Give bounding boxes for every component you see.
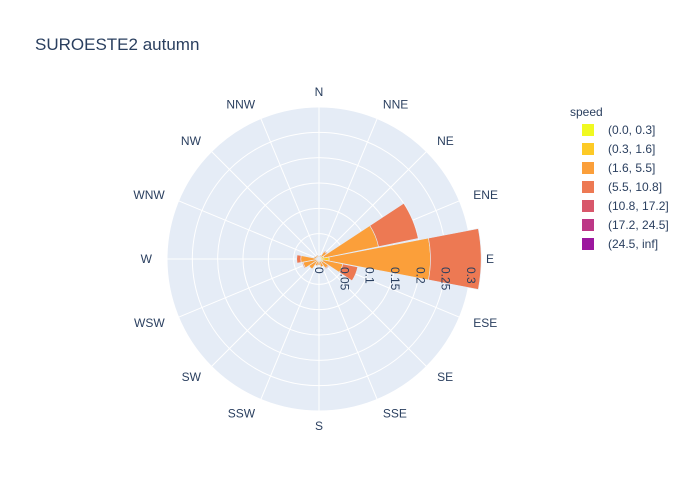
angular-gridline <box>260 118 320 260</box>
legend-swatch <box>582 219 594 231</box>
direction-label-se: SE <box>437 370 453 384</box>
legend-items[interactable]: (0.0, 0.3] (0.3, 1.6] (1.6, 5.5] (5.5, 10.8… <box>582 123 669 251</box>
chart-title: SUROESTE2 autumn <box>35 35 199 54</box>
radial-axis-ticks: 0 0.05 0.1 0.15 0.2 0.25 0.3 <box>312 267 478 291</box>
direction-label-nne: NNE <box>383 98 408 112</box>
direction-label-ese: ESE <box>473 316 497 330</box>
angular-gridline <box>260 258 320 400</box>
legend-swatch <box>582 238 594 250</box>
legend-item[interactable]: (5.5, 10.8] <box>582 180 662 194</box>
radial-tick-label: 0.1 <box>363 267 377 284</box>
angular-gridline <box>318 151 427 260</box>
legend-label: (0.3, 1.6] <box>608 142 655 156</box>
bar-w-series-3 <box>296 254 302 264</box>
radial-tick-label: 0.2 <box>413 267 427 284</box>
legend-label: (1.6, 5.5] <box>608 161 655 175</box>
direction-label-nw: NW <box>181 134 202 148</box>
legend-label: (17.2, 24.5] <box>608 218 669 232</box>
legend-swatch <box>582 181 594 193</box>
direction-label-e: E <box>486 252 494 266</box>
direction-label-s: S <box>315 419 323 433</box>
angular-gridline <box>178 258 320 318</box>
direction-label-ssw: SSW <box>228 406 256 420</box>
radial-tick-label: 0.15 <box>388 267 402 291</box>
legend-swatch <box>582 124 594 136</box>
direction-labels: N NNE NE ENE E ESE SE SSE S SSW SW WSW W WNW NW NNW <box>133 85 498 433</box>
legend-label: (10.8, 17.2] <box>608 199 669 213</box>
legend-item[interactable]: (0.0, 0.3] <box>582 123 655 137</box>
angular-gridline <box>178 200 320 260</box>
radial-tick-label: 0.05 <box>337 267 351 291</box>
legend-item[interactable]: (10.8, 17.2] <box>582 199 669 213</box>
direction-label-ene: ENE <box>473 188 498 202</box>
legend-item[interactable]: (1.6, 5.5] <box>582 161 655 175</box>
angular-gridline <box>318 118 378 260</box>
direction-label-ne: NE <box>437 134 454 148</box>
direction-label-n: N <box>315 85 324 99</box>
legend-swatch <box>582 200 594 212</box>
bar-ese-series-3 <box>338 263 359 282</box>
legend-item[interactable]: (17.2, 24.5] <box>582 218 669 232</box>
angular-gridline <box>318 258 427 367</box>
legend-label: (0.0, 0.3] <box>608 123 655 137</box>
legend-title: speed <box>570 105 603 119</box>
bars-layer <box>296 202 482 290</box>
legend-item[interactable]: (24.5, inf] <box>582 237 658 251</box>
bar-se-series-3 <box>324 264 330 270</box>
direction-label-wnw: WNW <box>133 188 165 202</box>
legend-swatch <box>582 162 594 174</box>
direction-label-w: W <box>141 252 153 266</box>
direction-label-sse: SSE <box>383 406 407 420</box>
legend[interactable]: speed (0.0, 0.3] (0.3, 1.6] (1.6, 5.5] (5.5… <box>570 105 669 251</box>
angular-gridline <box>318 258 378 400</box>
legend-label: (24.5, inf] <box>608 237 658 251</box>
legend-swatch <box>582 143 594 155</box>
radial-tick-label: 0.25 <box>439 267 453 291</box>
legend-label: (5.5, 10.8] <box>608 180 662 194</box>
angular-gridline <box>211 151 320 260</box>
direction-label-wsw: WSW <box>134 316 165 330</box>
bar-wnw-series-2 <box>313 255 318 259</box>
radial-tick-label: 0.3 <box>464 267 478 284</box>
direction-label-sw: SW <box>182 370 202 384</box>
bar-nnw-series-2 <box>316 254 319 258</box>
bar-ene-series-3 <box>369 202 419 248</box>
radial-tick-label: 0 <box>312 267 326 274</box>
legend-item[interactable]: (0.3, 1.6] <box>582 142 655 156</box>
angular-gridline <box>211 258 320 367</box>
bar-e-series-3 <box>428 228 482 290</box>
direction-label-nnw: NNW <box>226 98 255 112</box>
polar-area: 0 0.05 0.1 0.15 0.2 0.25 0.3 NNNENEENEEESESESS… <box>133 85 498 433</box>
bar-sse-series-2 <box>319 260 324 268</box>
